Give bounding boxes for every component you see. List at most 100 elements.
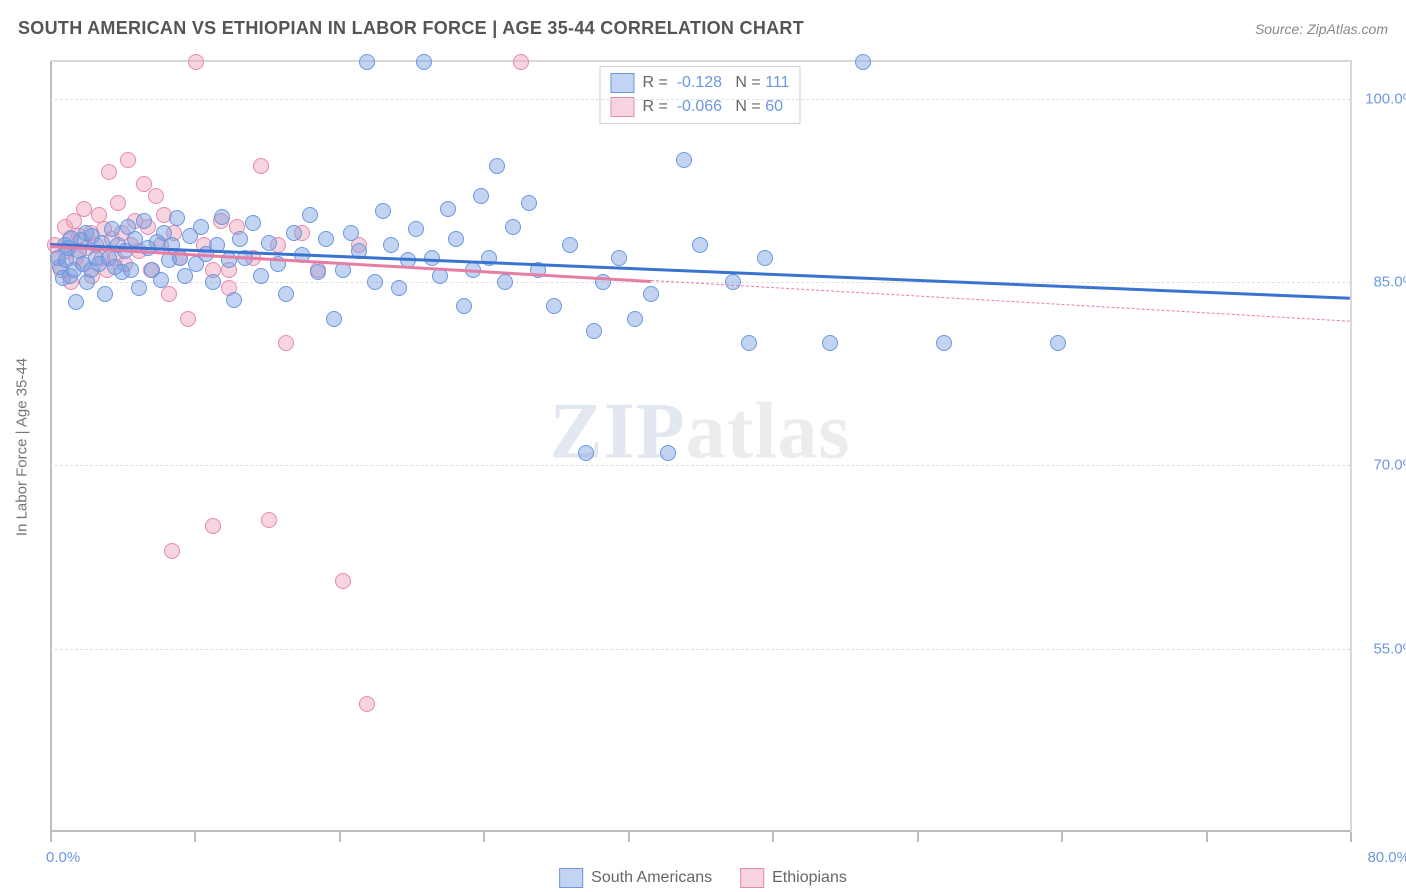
data-point (180, 311, 196, 327)
data-point (177, 268, 193, 284)
data-point (586, 323, 602, 339)
data-point (383, 237, 399, 253)
data-point (245, 215, 261, 231)
x-tick (339, 832, 341, 842)
data-point (110, 195, 126, 211)
x-tick (917, 832, 919, 842)
data-point (643, 286, 659, 302)
x-tick (628, 832, 630, 842)
grid-line (50, 465, 1350, 466)
legend-series-label: South Americans (591, 869, 712, 887)
data-point (169, 210, 185, 226)
legend-swatch (610, 73, 634, 93)
scatter-plot-area: In Labor Force | Age 35-44 ZIPatlas R = … (50, 60, 1352, 832)
data-point (68, 294, 84, 310)
data-point (473, 188, 489, 204)
data-point (214, 209, 230, 225)
y-axis-line (50, 62, 52, 832)
chart-title: SOUTH AMERICAN VS ETHIOPIAN IN LABOR FOR… (18, 18, 804, 39)
x-tick-label-min: 0.0% (46, 849, 80, 866)
data-point (253, 268, 269, 284)
y-axis-title: In Labor Force | Age 35-44 (14, 358, 31, 536)
x-tick (1206, 832, 1208, 842)
legend-correlation-box: R = -0.128 N = 111R = -0.066 N = 60 (599, 66, 800, 124)
data-point (302, 207, 318, 223)
x-tick (194, 832, 196, 842)
data-point (188, 54, 204, 70)
data-point (1050, 335, 1066, 351)
source-attribution: Source: ZipAtlas.com (1255, 21, 1388, 37)
data-point (76, 201, 92, 217)
data-point (448, 231, 464, 247)
data-point (136, 213, 152, 229)
grid-line (50, 649, 1350, 650)
chart-header: SOUTH AMERICAN VS ETHIOPIAN IN LABOR FOR… (18, 18, 1388, 39)
legend-series-label: Ethiopians (772, 869, 847, 887)
data-point (424, 250, 440, 266)
data-point (513, 54, 529, 70)
data-point (822, 335, 838, 351)
legend-series: South Americans Ethiopians (559, 868, 847, 888)
data-point (120, 152, 136, 168)
data-point (757, 250, 773, 266)
data-point (335, 573, 351, 589)
data-point (97, 286, 113, 302)
data-point (416, 54, 432, 70)
data-point (562, 237, 578, 253)
data-point (497, 274, 513, 290)
data-point (164, 543, 180, 559)
legend-correlation-text: R = -0.128 N = 111 (642, 71, 789, 95)
legend-correlation-row: R = -0.128 N = 111 (610, 71, 789, 95)
grid-line (50, 99, 1350, 100)
data-point (123, 262, 139, 278)
y-tick-label: 85.0% (1356, 274, 1406, 291)
x-tick (50, 832, 52, 842)
legend-swatch (610, 97, 634, 117)
data-point (741, 335, 757, 351)
data-point (660, 445, 676, 461)
data-point (359, 696, 375, 712)
data-point (408, 221, 424, 237)
data-point (193, 219, 209, 235)
x-tick (1350, 832, 1352, 842)
data-point (131, 280, 147, 296)
x-tick (1061, 832, 1063, 842)
data-point (440, 201, 456, 217)
data-point (318, 231, 334, 247)
data-point (521, 195, 537, 211)
legend-series-item: South Americans (559, 868, 712, 888)
x-tick (772, 832, 774, 842)
data-point (489, 158, 505, 174)
y-tick-label: 55.0% (1356, 640, 1406, 657)
x-tick (483, 832, 485, 842)
data-point (546, 298, 562, 314)
data-point (226, 292, 242, 308)
data-point (104, 221, 120, 237)
data-point (627, 311, 643, 327)
data-point (692, 237, 708, 253)
watermark: ZIPatlas (549, 386, 850, 477)
data-point (611, 250, 627, 266)
y-tick-label: 100.0% (1356, 90, 1406, 107)
data-point (148, 188, 164, 204)
data-point (232, 231, 248, 247)
data-point (391, 280, 407, 296)
y-tick-label: 70.0% (1356, 457, 1406, 474)
data-point (375, 203, 391, 219)
legend-series-item: Ethiopians (740, 868, 847, 888)
data-point (936, 335, 952, 351)
data-point (205, 518, 221, 534)
data-point (286, 225, 302, 241)
data-point (343, 225, 359, 241)
trend-line-extrapolated (651, 280, 1350, 322)
data-point (359, 54, 375, 70)
data-point (855, 54, 871, 70)
data-point (456, 298, 472, 314)
data-point (278, 335, 294, 351)
data-point (253, 158, 269, 174)
data-point (261, 512, 277, 528)
x-tick-label-max: 80.0% (1367, 849, 1406, 866)
data-point (101, 164, 117, 180)
data-point (205, 274, 221, 290)
data-point (725, 274, 741, 290)
